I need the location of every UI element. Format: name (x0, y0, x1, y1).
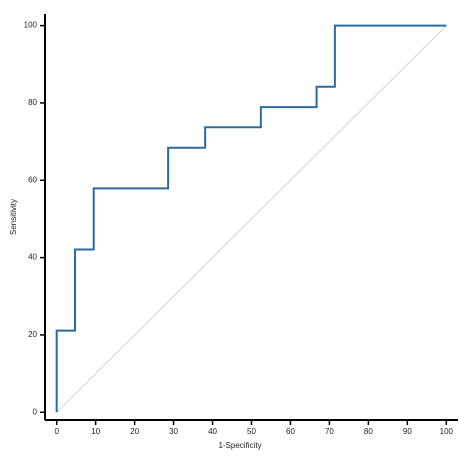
x-tick-label: 50 (247, 427, 256, 436)
x-tick-label: 0 (54, 427, 59, 436)
y-tick-label: 60 (28, 175, 37, 184)
x-tick-label: 60 (286, 427, 295, 436)
y-tick-label: 20 (28, 330, 37, 339)
x-tick-label: 70 (325, 427, 334, 436)
x-tick-label: 30 (169, 427, 178, 436)
y-tick-label: 100 (24, 21, 38, 30)
data-line (55, 24, 447, 413)
y-tick-label: 80 (28, 98, 37, 107)
x-tick-label: 10 (91, 427, 100, 436)
x-tick-label: 100 (440, 427, 454, 436)
x-axis-label: 1-Specificity (218, 441, 261, 450)
y-axis-label: Sensitivity (9, 199, 18, 235)
x-tick-label: 80 (364, 427, 373, 436)
y-tick-label: 40 (28, 253, 37, 262)
x-tick-label: 90 (403, 427, 412, 436)
y-tick-label: 0 (33, 407, 38, 416)
x-tick-label: 20 (130, 427, 139, 436)
x-tick-label: 40 (208, 427, 217, 436)
data-line (56, 25, 447, 413)
